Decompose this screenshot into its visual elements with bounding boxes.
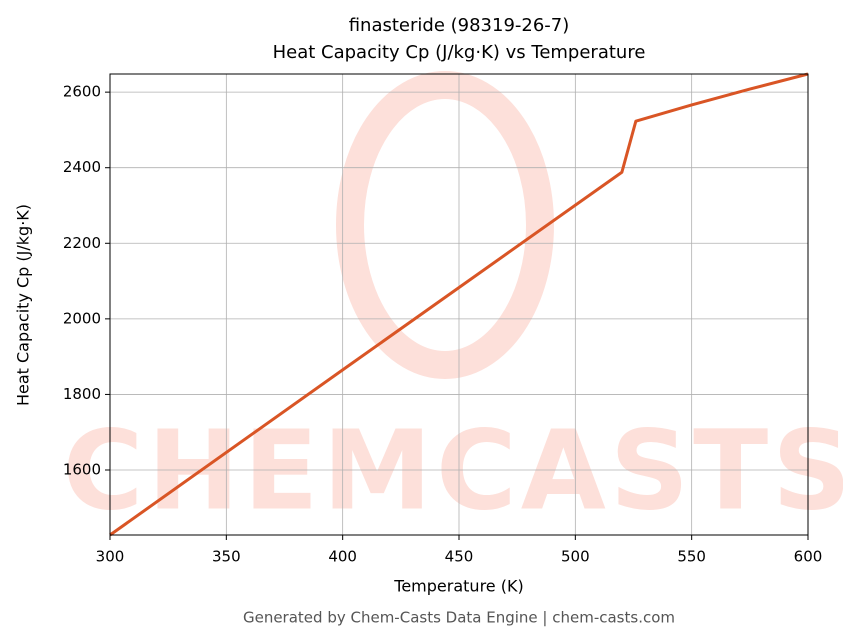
chart-title: finasteride (98319-26-7)	[349, 15, 570, 36]
x-tick-label: 350	[212, 548, 241, 566]
x-tick-label: 300	[96, 548, 125, 566]
y-tick-label: 2000	[63, 309, 101, 327]
footer: Generated by Chem-Casts Data Engine | ch…	[243, 609, 675, 627]
data-line	[109, 72, 809, 537]
x-axis-label: Temperature (K)	[393, 577, 523, 596]
y-tick-label: 2200	[63, 234, 101, 252]
x-tick-label: 500	[561, 548, 590, 566]
x-tick-label: 600	[794, 548, 823, 566]
chart-subtitle: Heat Capacity Cp (J/kg·K) vs Temperature	[273, 42, 646, 63]
x-tick-label: 550	[677, 548, 706, 566]
y-tick-label: 1600	[63, 461, 101, 479]
watermark-logo	[336, 71, 554, 379]
y-axis-label: Heat Capacity Cp (J/kg·K)	[14, 204, 33, 406]
y-tick-label: 2400	[63, 158, 101, 176]
plot-frame	[109, 73, 809, 536]
y-tick-label: 1800	[63, 385, 101, 403]
x-tick-label: 450	[445, 548, 474, 566]
x-tick-label: 400	[328, 548, 357, 566]
y-tick-label: 2600	[63, 83, 101, 101]
